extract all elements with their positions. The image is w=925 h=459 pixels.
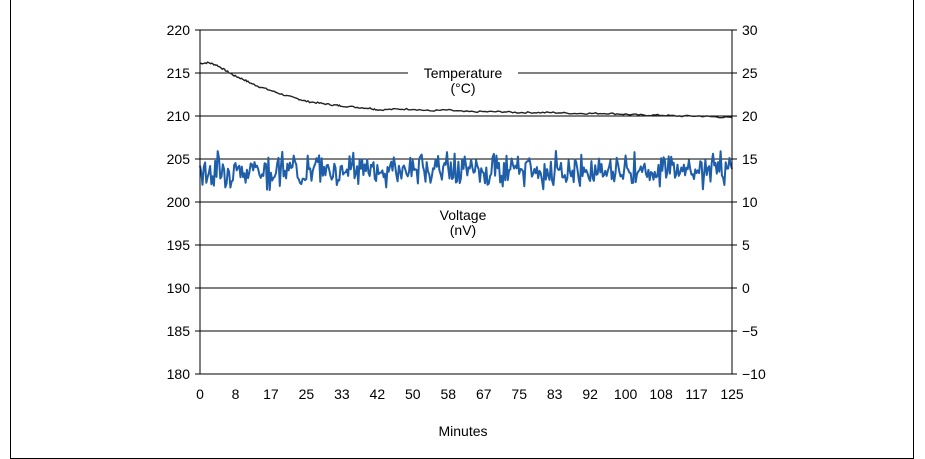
series-labels: Temperature(°C) Voltage(nV)	[408, 64, 518, 242]
x-tick-label: 25	[299, 386, 315, 402]
tick-labels: 180 −10 185 −5 190 0 195 5 200 10 205 15 210 20 215 25 2…	[167, 22, 766, 402]
y-right-tick-label: 5	[742, 237, 750, 253]
y-right-tick-label: 25	[742, 65, 758, 81]
temperature-label: (°C)	[450, 80, 475, 96]
y-left-tick-label: 220	[167, 22, 191, 38]
x-tick-label: 108	[649, 386, 673, 402]
x-tick-label: 0	[196, 386, 204, 402]
y-left-tick-label: 205	[167, 151, 191, 167]
x-tick-label: 67	[476, 386, 492, 402]
x-tick-label: 92	[582, 386, 598, 402]
axes	[195, 29, 737, 375]
y-right-tick-label: 10	[742, 194, 758, 210]
y-right-tick-label: 15	[742, 151, 758, 167]
y-left-tick-label: 180	[167, 366, 191, 382]
x-tick-label: 117	[685, 386, 708, 402]
voltage-line	[199, 150, 733, 192]
y-left-tick-label: 215	[167, 65, 191, 81]
x-tick-label: 17	[263, 386, 279, 402]
y-right-tick-label: −10	[742, 366, 766, 382]
temperature-label-bg	[408, 64, 518, 100]
x-axis-label: Minutes	[438, 423, 487, 439]
y-left-tick-label: 190	[167, 280, 191, 296]
x-tick-label: 125	[720, 386, 744, 402]
y-left-tick-label: 185	[167, 323, 191, 339]
voltage-label: Voltage	[440, 207, 487, 223]
x-tick-label: 58	[440, 386, 456, 402]
series-group	[199, 61, 733, 192]
y-left-tick-label: 195	[167, 237, 191, 253]
temperature-label: Temperature	[424, 65, 503, 81]
x-tick-label: 8	[232, 386, 240, 402]
y-left-tick-label: 210	[167, 108, 191, 124]
voltage-label-bg	[408, 206, 518, 242]
x-tick-label: 42	[370, 386, 386, 402]
y-right-tick-label: 20	[742, 108, 758, 124]
voltage-label: (nV)	[450, 222, 476, 238]
y-right-tick-label: 30	[742, 22, 758, 38]
x-tick-label: 33	[334, 386, 350, 402]
x-tick-label: 83	[547, 386, 563, 402]
x-tick-label: 100	[614, 386, 638, 402]
y-left-tick-label: 200	[167, 194, 191, 210]
y-right-tick-label: 0	[742, 280, 750, 296]
x-tick-label: 50	[405, 386, 421, 402]
y-right-tick-label: −5	[742, 323, 758, 339]
temperature-line	[199, 61, 733, 119]
x-tick-label: 75	[511, 386, 527, 402]
